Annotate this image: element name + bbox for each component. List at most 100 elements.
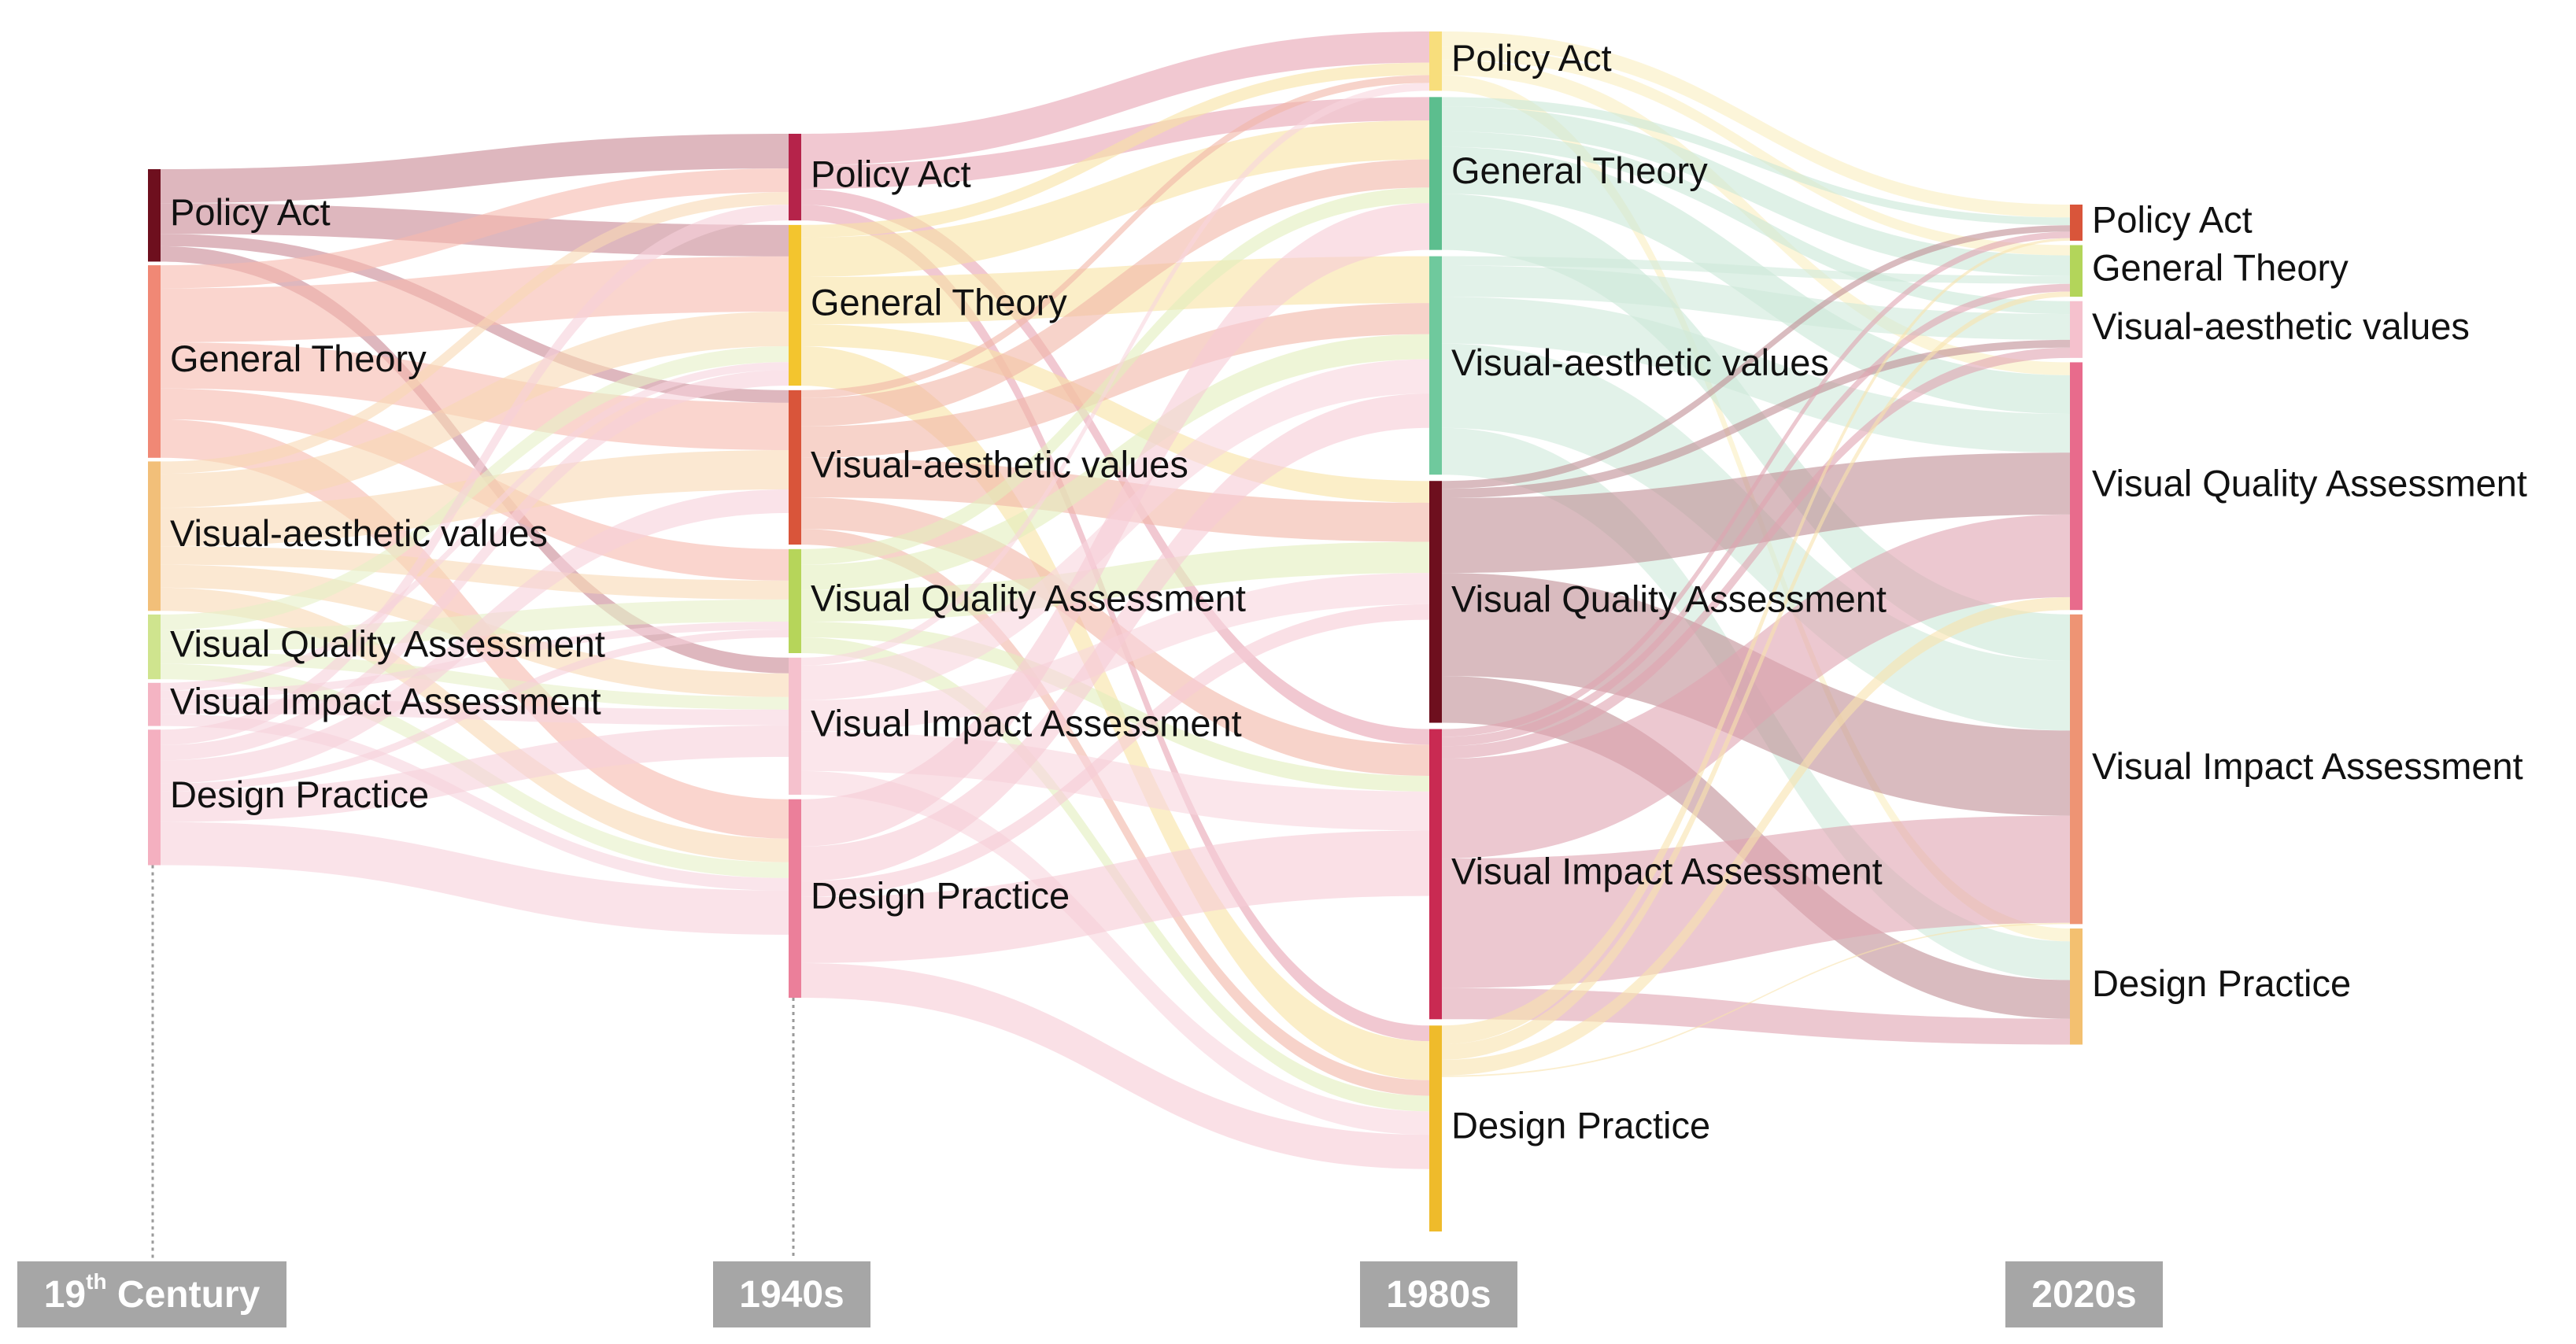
category-node-label: Policy Act: [811, 153, 971, 194]
flow-band: [161, 134, 789, 204]
category-node-bar: [2070, 614, 2083, 925]
period-label: 1940s: [739, 1273, 844, 1316]
category-node-label: Policy Act: [2092, 198, 2253, 240]
period-label: 1980s: [1386, 1273, 1491, 1316]
period-badge-1980s: 1980s: [1360, 1261, 1517, 1327]
category-node-bar: [1429, 1025, 1442, 1231]
flow-band: [1442, 231, 2070, 737]
flow-band: [161, 489, 789, 784]
flow-band: [161, 629, 789, 792]
category-node-bar: [789, 134, 801, 221]
flow-band: [801, 962, 1429, 1169]
flow-band: [801, 62, 1429, 238]
category-node-bar: [1429, 481, 1442, 723]
category-node-label: Visual-aesthetic values: [811, 443, 1188, 485]
category-node-bar: [789, 657, 801, 795]
category-node-bar: [789, 224, 801, 386]
flow-band: [161, 587, 789, 862]
flow-band: [1442, 283, 2070, 747]
flow-band: [161, 246, 789, 674]
category-node-bar: [789, 799, 801, 998]
flow-band: [801, 830, 1429, 963]
column-guide-lines: [151, 865, 795, 1259]
flow-band: [801, 75, 1429, 398]
flow-band: [1442, 988, 2070, 1045]
category-node-label: Visual Quality Assessment: [811, 577, 1246, 618]
category-node-label: Design Practice: [1451, 1105, 1710, 1146]
flow-band: [801, 770, 1429, 1135]
category-node-label: Design Practice: [170, 774, 429, 815]
flow-band: [1442, 291, 2070, 1060]
flow-band: [1442, 31, 2070, 218]
flow-band: [801, 334, 1429, 590]
category-node-bar: [2070, 205, 2083, 241]
category-node-bar: [148, 614, 161, 680]
flow-band: [161, 370, 789, 761]
flow-band: [801, 159, 1429, 426]
flow-band: [1442, 106, 2070, 276]
category-node-label: Visual-aesthetic values: [170, 512, 548, 554]
category-node-label: General Theory: [1451, 150, 1708, 191]
flow-bands: [161, 31, 2070, 1169]
flow-band: [161, 205, 789, 745]
flow-band: [801, 203, 1429, 847]
flow-band: [1442, 347, 2070, 759]
flow-band: [1442, 131, 2070, 315]
flow-band: [801, 83, 1429, 666]
period-label: 2020s: [2031, 1273, 2137, 1316]
category-node-label: Visual Quality Assessment: [170, 622, 605, 664]
category-node-bar: [2070, 245, 2083, 297]
category-node-bar: [1429, 31, 1442, 91]
category-node-label: Visual Impact Assessment: [2092, 745, 2523, 787]
category-node-label: Visual Quality Assessment: [1451, 578, 1887, 619]
category-node-label: Visual-aesthetic values: [1451, 342, 1829, 383]
category-node-bar: [148, 461, 161, 611]
flow-band: [161, 312, 789, 508]
period-badge-1940s: 1940s: [713, 1261, 870, 1327]
flow-band: [1442, 922, 2070, 1077]
flow-band: [1442, 225, 2070, 489]
category-node-bar: [1429, 97, 1442, 250]
period-label: 19th Century: [43, 1268, 261, 1316]
flow-band: [801, 120, 1429, 277]
flow-band: [1442, 238, 2070, 1045]
flow-band: [1442, 146, 2070, 415]
flow-band: [801, 621, 1429, 792]
flow-band: [1442, 514, 2070, 859]
category-node-label: Policy Act: [1451, 37, 1612, 79]
flow-band: [1442, 297, 2070, 453]
category-node-label: Visual Impact Assessment: [811, 702, 1242, 744]
flow-band: [1442, 339, 2070, 499]
category-node-label: Design Practice: [811, 874, 1070, 916]
category-node-bar: [1429, 729, 1442, 1020]
category-nodes: [148, 31, 2083, 1231]
flow-band: [1442, 596, 2070, 1076]
flow-band: [161, 168, 789, 289]
category-node-label: Visual-aesthetic values: [2092, 305, 2470, 347]
flow-band: [1442, 256, 2070, 284]
flow-band: [161, 362, 789, 691]
category-node-bar: [789, 548, 801, 654]
category-node-bar: [148, 729, 161, 866]
category-node-bar: [789, 390, 801, 545]
flow-band: [1442, 46, 2070, 256]
flow-band: [1442, 97, 2070, 226]
category-node-bar: [148, 265, 161, 458]
flow-band: [801, 393, 1429, 881]
flow-band: [1442, 265, 2070, 340]
flow-band: [801, 457, 1429, 542]
flow-band: [801, 604, 1429, 897]
flow-band: [801, 97, 1429, 190]
category-node-label: Visual Impact Assessment: [1451, 850, 1883, 892]
category-node-label: Visual Impact Assessment: [170, 681, 601, 722]
flow-band: [161, 651, 789, 710]
flow-band: [161, 725, 789, 822]
flow-band: [161, 713, 789, 891]
category-node-label: Design Practice: [2092, 962, 2351, 1004]
period-badge-19th-century: 19th Century: [17, 1261, 286, 1327]
flow-band: [161, 621, 789, 699]
category-node-label: General Theory: [2092, 247, 2349, 289]
flow-band: [801, 31, 1429, 166]
flow-band: [161, 822, 789, 935]
